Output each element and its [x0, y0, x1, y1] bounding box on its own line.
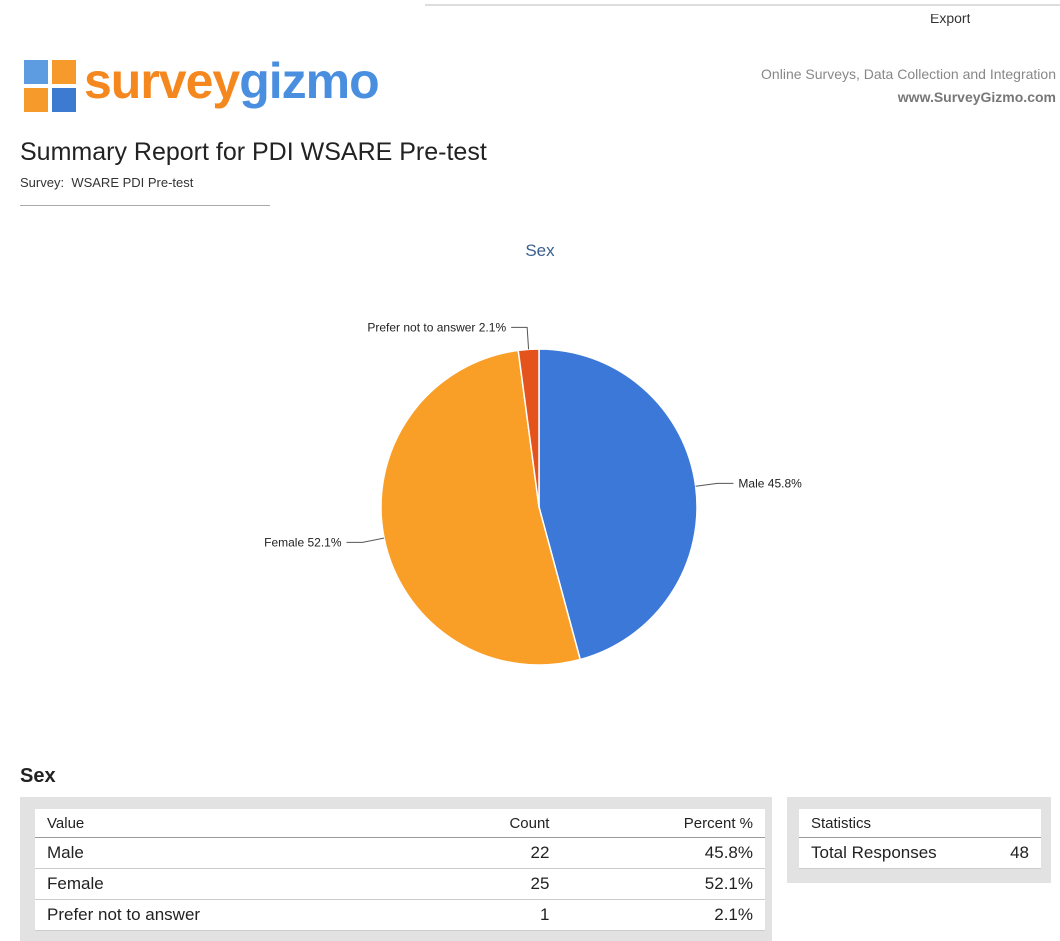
- table-cell: Female: [35, 868, 422, 900]
- survey-label: Survey:: [20, 175, 65, 190]
- stats-cell: 48: [987, 837, 1041, 869]
- stats-header-row: Statistics: [799, 809, 1041, 838]
- table-cell: 25: [421, 868, 562, 900]
- pie-slice: [538, 348, 698, 661]
- table-row: Male 22 45.8%: [35, 837, 765, 869]
- leader-line: [346, 537, 385, 543]
- table-row: Prefer not to answer 1 2.1%: [35, 899, 765, 931]
- stats-table: Statistics Total Responses 48: [799, 809, 1041, 869]
- table-row: Female 25 52.1%: [35, 868, 765, 900]
- section-title: Sex: [20, 765, 56, 787]
- chart-title: Sex: [525, 241, 555, 260]
- table-header-row: Value Count Percent %: [35, 809, 765, 838]
- header-cell: Value: [35, 809, 422, 838]
- leader-line: [511, 326, 530, 350]
- response-table: Value Count Percent % Male 22 45.8% Female 25 52…: [35, 809, 765, 931]
- table-cell: 52.1%: [561, 868, 765, 900]
- table-cell: 1: [421, 899, 562, 931]
- logo-icon: [24, 60, 76, 112]
- top-rule: [425, 4, 1060, 6]
- stats-row: Total Responses 48: [799, 837, 1041, 869]
- pie-chart: Sex Male 45.8% Female 52.1% Prefer not to …: [264, 241, 802, 666]
- slice-label: Prefer not to answer 2.1%: [367, 320, 506, 334]
- stats-panel: Statistics Total Responses 48: [787, 797, 1051, 883]
- table-cell: 22: [421, 837, 562, 869]
- slice-label: Male 45.8%: [738, 476, 802, 490]
- pie-slice: [380, 349, 582, 666]
- header-cell: Percent %: [561, 809, 765, 838]
- stats-cell: Total Responses: [799, 837, 988, 869]
- report-title: Summary Report for PDI WSARE Pre-test: [20, 138, 487, 166]
- logo-text: surveygizmo: [84, 52, 380, 110]
- slice-label: Female 52.1%: [264, 535, 342, 549]
- export-link[interactable]: Export: [930, 14, 971, 26]
- title-rule: [20, 205, 270, 206]
- table-cell: Male: [35, 837, 422, 869]
- survey-name: WSARE PDI Pre-test: [71, 175, 194, 190]
- leader-line: [695, 482, 734, 487]
- site-url[interactable]: www.SurveyGizmo.com: [897, 89, 1056, 105]
- tagline: Online Surveys, Data Collection and Inte…: [761, 66, 1056, 82]
- logo-tile: [52, 60, 76, 84]
- header-cell: Statistics: [799, 809, 1041, 838]
- table-panel: Value Count Percent % Male 22 45.8% Female 25 52…: [20, 797, 772, 941]
- survey-line: Survey: WSARE PDI Pre-test: [20, 175, 193, 190]
- header-cell: Count: [421, 809, 562, 838]
- logo-survey: survey: [84, 53, 240, 109]
- table-cell: Prefer not to answer: [35, 899, 422, 931]
- table-cell: 45.8%: [561, 837, 765, 869]
- logo-tile: [24, 60, 48, 84]
- logo-gizmo: gizmo: [239, 53, 379, 109]
- table-cell: 2.1%: [561, 899, 765, 931]
- logo-tile: [52, 88, 76, 112]
- logo-tile: [24, 88, 48, 112]
